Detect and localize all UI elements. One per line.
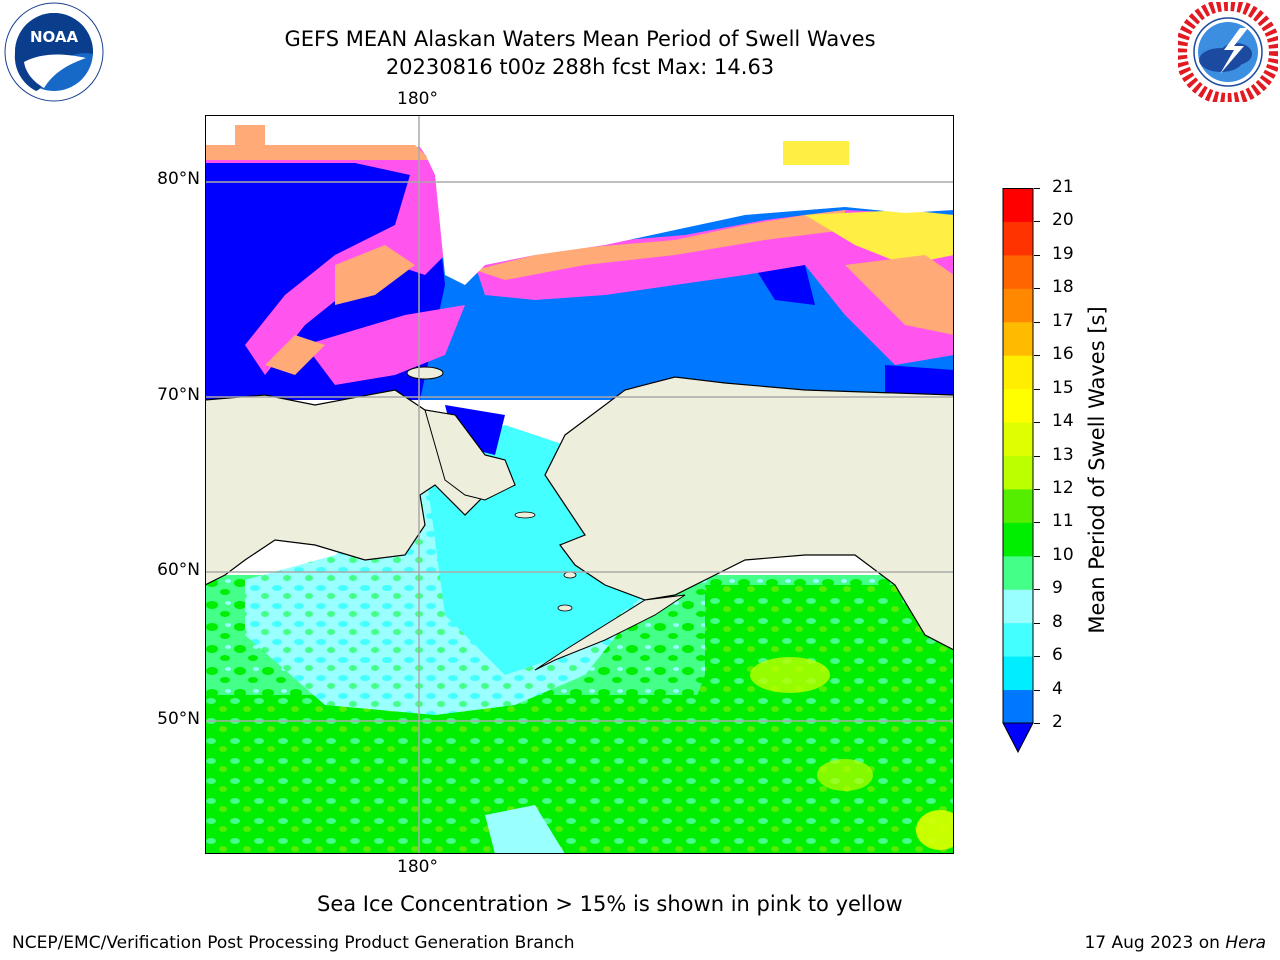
colorbar-segment xyxy=(1003,321,1033,356)
colorbar-tick-mark xyxy=(1034,622,1040,624)
colorbar-frame xyxy=(1002,188,1034,724)
colorbar-tick-mark xyxy=(1034,488,1040,490)
colorbar-segment xyxy=(1003,188,1033,222)
colorbar-tick-mark xyxy=(1034,689,1040,691)
colorbar-tick-mark xyxy=(1034,589,1040,591)
colorbar-tick-label: 21 xyxy=(1052,177,1074,197)
footer-date: 17 Aug 2023 on Hera xyxy=(1084,933,1266,953)
colorbar-segment xyxy=(1003,455,1033,490)
lat-label-50n: 50°N xyxy=(157,709,200,729)
lon-label-top: 180° xyxy=(397,89,438,109)
chart-subtitle: 20230816 t00z 288h fcst Max: 14.63 xyxy=(385,55,775,79)
colorbar-segment xyxy=(1003,656,1033,691)
colorbar-segment xyxy=(1003,221,1033,256)
chart-title: GEFS MEAN Alaskan Waters Mean Period of … xyxy=(284,27,876,51)
colorbar-tick-mark xyxy=(1034,522,1040,524)
lat-label-60n: 60°N xyxy=(157,560,200,580)
map-plot xyxy=(205,115,954,854)
colorbar-tick-mark xyxy=(1034,656,1040,658)
noaa-logo-icon: NOAA xyxy=(4,2,104,102)
colorbar-tick-label: 14 xyxy=(1052,411,1074,432)
colorbar-tick-label: 4 xyxy=(1052,678,1063,699)
noaa-logo-text: NOAA xyxy=(30,28,79,46)
colorbar-tick-mark xyxy=(1034,254,1040,256)
colorbar-tick-mark xyxy=(1034,455,1040,457)
colorbar-tick-mark xyxy=(1034,288,1040,290)
colorbar-tick-label: 20 xyxy=(1052,210,1074,231)
colorbar-tick-label: 13 xyxy=(1052,444,1074,465)
swell-field-gulf xyxy=(675,585,954,854)
colorbar-segment xyxy=(1003,288,1033,323)
colorbar-tick-mark xyxy=(1034,321,1040,323)
colorbar-label: Mean Period of Swell Waves [s] xyxy=(1085,306,1109,634)
colorbar-segment xyxy=(1003,355,1033,390)
colorbar-segment xyxy=(1003,689,1033,724)
colorbar-tick-label: 18 xyxy=(1052,277,1074,298)
nws-logo-icon xyxy=(1178,2,1278,102)
colorbar-under-triangle xyxy=(1002,722,1034,753)
sea-ice-caption: Sea Ice Concentration > 15% is shown in … xyxy=(317,892,903,916)
colorbar-tick-label: 15 xyxy=(1052,377,1074,398)
colorbar-segment xyxy=(1003,254,1033,289)
colorbar-tick-mark xyxy=(1034,555,1040,557)
colorbar-tick-mark xyxy=(1034,422,1040,424)
sea-ice-west xyxy=(205,147,455,375)
colorbar-tick-mark xyxy=(1034,355,1040,357)
colorbar-tick-label: 10 xyxy=(1052,544,1074,565)
footer-date-text: 17 Aug 2023 on xyxy=(1084,933,1226,953)
land-alaska xyxy=(544,376,954,651)
colorbar-tick-label: 17 xyxy=(1052,310,1074,331)
colorbar-tick-label: 6 xyxy=(1052,645,1063,666)
colorbar-tick-label: 16 xyxy=(1052,344,1074,365)
colorbar-tick-mark xyxy=(1034,723,1040,724)
map-frame xyxy=(205,115,954,854)
colorbar-segment xyxy=(1003,589,1033,624)
colorbar-segment xyxy=(1003,388,1033,423)
colorbar-segment xyxy=(1003,488,1033,523)
colorbar-tick-label: 9 xyxy=(1052,578,1063,599)
colorbar-tick-mark xyxy=(1034,388,1040,390)
footer-credit: NCEP/EMC/Verification Post Processing Pr… xyxy=(12,933,575,953)
colorbar-segment xyxy=(1003,522,1033,557)
colorbar-segment xyxy=(1003,622,1033,657)
colorbar-segment xyxy=(1003,555,1033,590)
colorbar xyxy=(1002,188,1034,753)
colorbar-tick-label: 8 xyxy=(1052,611,1063,632)
colorbar-tick-label: 19 xyxy=(1052,243,1074,264)
lat-label-80n: 80°N xyxy=(157,169,200,189)
colorbar-tick-label: 2 xyxy=(1052,712,1063,732)
lon-label-bottom: 180° xyxy=(397,857,438,877)
colorbar-segment xyxy=(1003,422,1033,456)
colorbar-tick-label: 12 xyxy=(1052,477,1074,498)
lat-label-70n: 70°N xyxy=(157,385,200,405)
colorbar-tick-mark xyxy=(1034,188,1040,189)
footer-machine: Hera xyxy=(1225,933,1266,953)
colorbar-tick-mark xyxy=(1034,221,1040,223)
colorbar-tick-label: 11 xyxy=(1052,511,1074,532)
